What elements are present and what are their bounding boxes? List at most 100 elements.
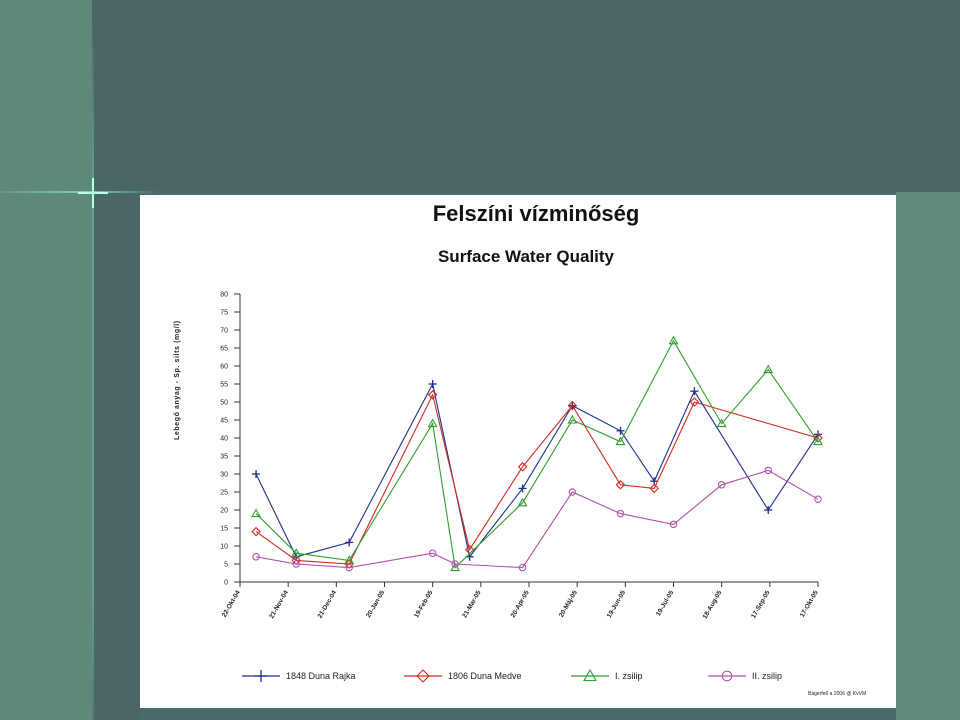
y-tick-label: 35 bbox=[220, 454, 228, 461]
y-tick-label: 55 bbox=[220, 382, 228, 389]
marker-circle bbox=[428, 549, 437, 557]
marker-circle bbox=[721, 670, 733, 682]
chart-panel bbox=[140, 195, 896, 708]
y-tick-label: 80 bbox=[220, 292, 228, 299]
marker-triangle bbox=[427, 418, 438, 428]
x-tick-label: 21-Dec-04 bbox=[317, 589, 339, 619]
marker-plus bbox=[616, 426, 625, 435]
marker-diamond bbox=[813, 433, 823, 443]
marker-circle bbox=[451, 560, 459, 568]
marker-diamond bbox=[649, 483, 660, 494]
series-line bbox=[255, 393, 819, 565]
y-tick-label: 30 bbox=[220, 472, 228, 479]
marker-triangle bbox=[251, 508, 262, 518]
marker-triangle bbox=[763, 364, 774, 374]
y-tick-label: 25 bbox=[220, 490, 228, 497]
marker-triangle bbox=[291, 548, 302, 557]
marker-triangle bbox=[813, 436, 823, 446]
marker-plus bbox=[255, 670, 267, 682]
legend-item: 1848 Duna Rajka bbox=[242, 670, 356, 682]
x-tick-label: 21-Nov-04 bbox=[268, 589, 290, 620]
x-tick-label: 19-Jul-05 bbox=[655, 589, 675, 617]
x-tick-label: 18-Aug-05 bbox=[702, 589, 724, 620]
x-tick-label: 20-Jan-05 bbox=[365, 589, 386, 619]
x-tick-label: 20-Apr-05 bbox=[510, 589, 531, 619]
marker-circle bbox=[568, 488, 577, 496]
chart-title: Felszíni vízminőség bbox=[432, 201, 640, 226]
x-tick-label: 21-Mar-05 bbox=[461, 589, 482, 619]
y-tick-label: 5 bbox=[224, 562, 228, 569]
marker-diamond bbox=[689, 397, 700, 407]
series-1 bbox=[252, 380, 822, 561]
top-background-band bbox=[92, 0, 960, 192]
sparkle-icon bbox=[78, 178, 108, 208]
legend-label: 1806 Duna Medve bbox=[448, 671, 522, 681]
marker-plus bbox=[428, 380, 437, 388]
marker-plus bbox=[690, 387, 699, 396]
x-tick-label: 19-Jun-05 bbox=[606, 589, 627, 619]
marker-circle bbox=[345, 563, 353, 572]
x-tick-label: 22-Okt-04 bbox=[221, 589, 242, 618]
marker-circle bbox=[717, 481, 726, 489]
marker-triangle bbox=[583, 668, 597, 682]
marker-circle bbox=[292, 560, 300, 568]
series-line bbox=[255, 469, 819, 569]
marker-circle bbox=[252, 553, 260, 561]
legend-item: 1806 Duna Medve bbox=[404, 669, 522, 683]
marker-triangle bbox=[668, 335, 679, 345]
marker-circle bbox=[669, 520, 678, 529]
y-tick-label: 40 bbox=[220, 436, 228, 443]
series-layer bbox=[251, 335, 823, 572]
series-line bbox=[255, 382, 819, 559]
vertical-accent-line bbox=[92, 20, 94, 720]
y-tick-label: 60 bbox=[220, 364, 228, 371]
marker-circle bbox=[518, 563, 527, 572]
marker-plus bbox=[345, 538, 354, 547]
marker-plus bbox=[518, 484, 527, 493]
y-tick-label: 50 bbox=[220, 400, 228, 407]
x-tick-label: 20-Máj-05 bbox=[558, 589, 579, 618]
marker-triangle bbox=[567, 414, 578, 424]
credit-text: Bágerfe6 a 2006 @ KvVM bbox=[808, 691, 867, 697]
x-tick-label: 19-Feb-05 bbox=[413, 589, 434, 619]
marker-circle bbox=[764, 466, 772, 475]
middle-background-band bbox=[92, 192, 140, 720]
marker-diamond bbox=[517, 462, 528, 472]
y-tick-label: 0 bbox=[224, 580, 228, 587]
marker-circle bbox=[814, 495, 822, 503]
series-3 bbox=[251, 335, 823, 572]
marker-diamond bbox=[251, 526, 261, 537]
marker-diamond bbox=[567, 400, 578, 411]
marker-circle bbox=[616, 509, 625, 518]
y-tick-label: 75 bbox=[220, 310, 228, 317]
legend-item: I. zsilip bbox=[571, 668, 643, 682]
marker-plus bbox=[252, 470, 261, 478]
marker-triangle bbox=[615, 436, 626, 446]
marker-diamond bbox=[427, 390, 438, 400]
series-line bbox=[255, 339, 819, 569]
legend-label: II. zsilip bbox=[752, 671, 782, 681]
left-background-band bbox=[0, 0, 92, 720]
y-tick-label: 45 bbox=[220, 418, 228, 425]
marker-triangle bbox=[344, 555, 355, 564]
y-tick-label: 65 bbox=[220, 346, 228, 353]
series-4 bbox=[252, 466, 822, 572]
marker-plus bbox=[764, 506, 773, 514]
legend-item: II. zsilip bbox=[708, 670, 782, 682]
y-tick-label: 70 bbox=[220, 328, 228, 335]
y-tick-label: 10 bbox=[220, 544, 228, 551]
x-tick-label: 17-Sep-05 bbox=[750, 589, 772, 619]
legend-label: 1848 Duna Rajka bbox=[286, 671, 356, 681]
x-tick-label: 17-Okt-05 bbox=[799, 589, 820, 618]
chart-subtitle: Surface Water Quality bbox=[437, 247, 615, 266]
marker-diamond bbox=[416, 669, 430, 683]
right-background-band bbox=[896, 192, 960, 720]
marker-diamond bbox=[615, 480, 626, 490]
legend-label: I. zsilip bbox=[615, 671, 643, 681]
marker-triangle bbox=[517, 497, 528, 507]
chart-legend: 1848 Duna Rajka 1806 Duna Medve I. zsilip I… bbox=[242, 668, 782, 683]
y-tick-label: 20 bbox=[220, 508, 228, 515]
chart-axes: 0 5 10 15 20 25 30 35 40 45 50 55 60 65 70 75 80 22-Okt-0… bbox=[220, 292, 820, 621]
y-tick-label: 15 bbox=[220, 526, 228, 533]
